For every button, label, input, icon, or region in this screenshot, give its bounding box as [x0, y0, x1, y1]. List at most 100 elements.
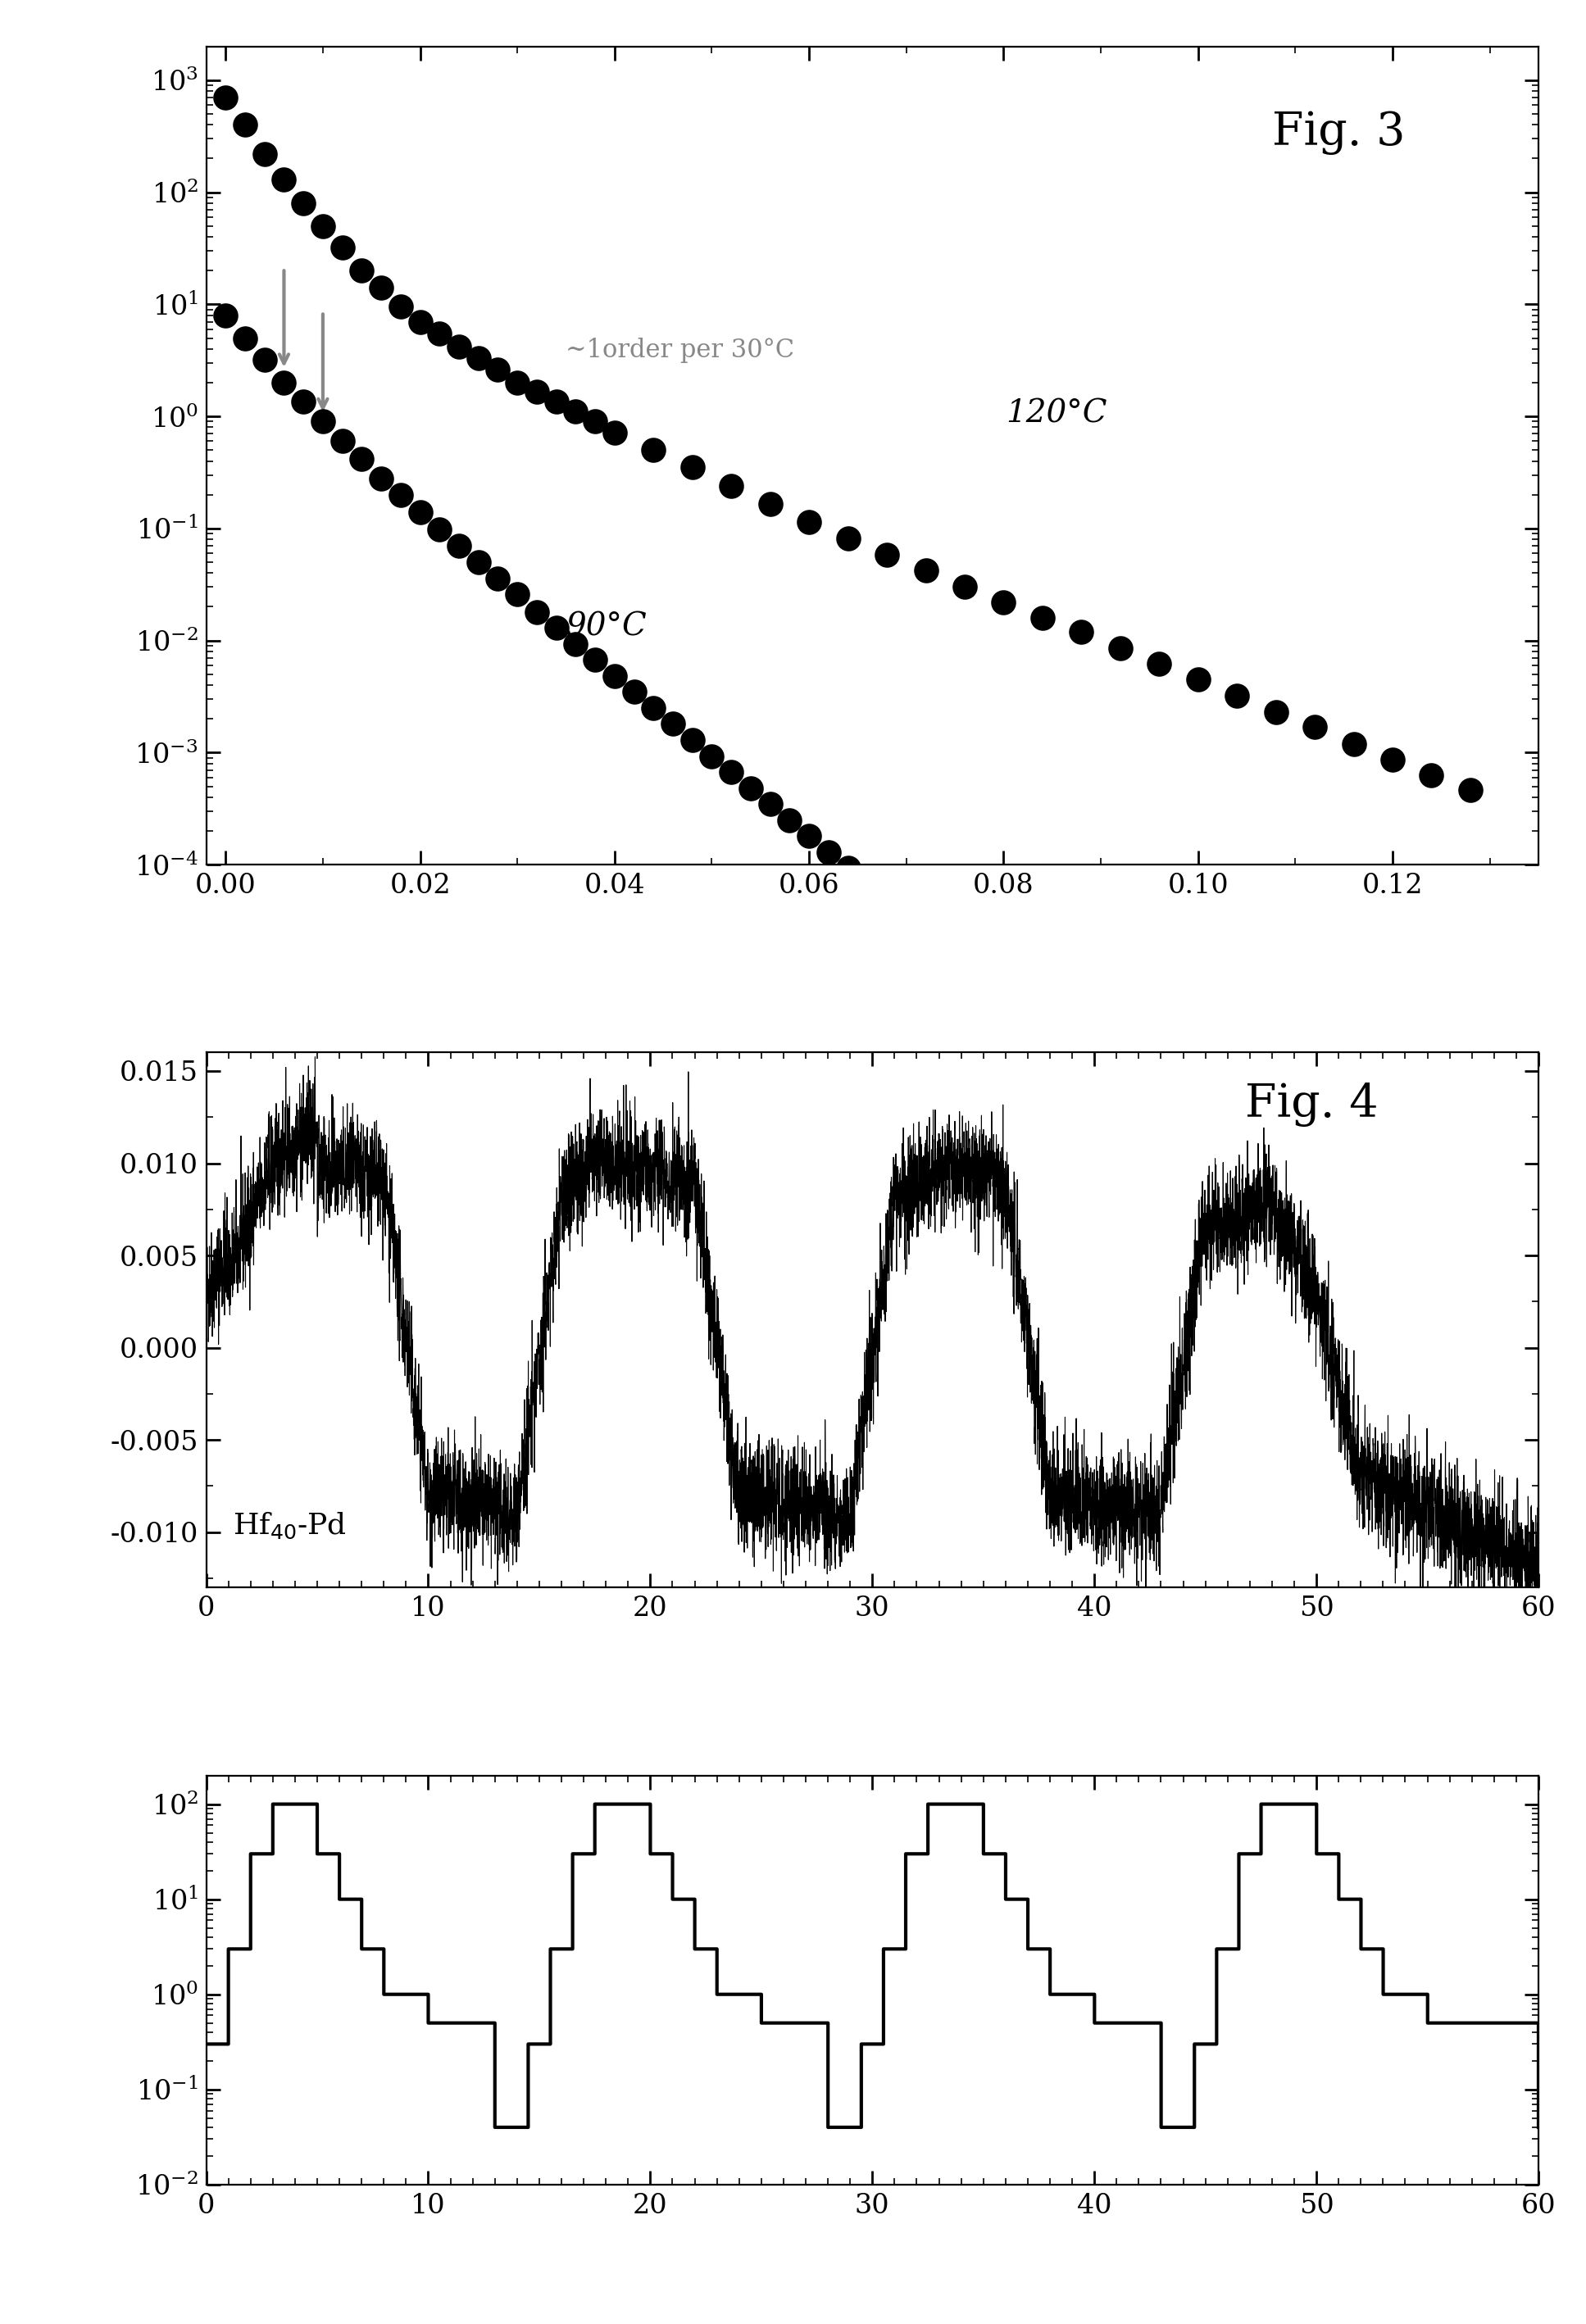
Point	[1224, 676, 1250, 713]
Point	[1262, 693, 1288, 730]
Point	[855, 865, 880, 902]
Point	[1302, 1229, 1327, 1267]
Point	[1166, 1118, 1191, 1155]
Point	[914, 913, 939, 951]
Point	[737, 769, 763, 806]
Point	[1107, 1069, 1132, 1106]
Point	[680, 449, 706, 486]
Point	[874, 537, 899, 574]
Point	[836, 848, 861, 885]
Text: Hf$_{40}$-Pd: Hf$_{40}$-Pd	[233, 1511, 347, 1541]
Point	[758, 486, 783, 523]
Point	[1458, 772, 1483, 809]
Point	[933, 927, 958, 964]
Point	[252, 135, 278, 172]
Point	[1029, 600, 1055, 637]
Point	[389, 476, 414, 514]
Point	[1262, 1197, 1288, 1234]
Point	[485, 351, 511, 388]
Point	[523, 374, 549, 411]
Point	[1147, 1102, 1172, 1139]
Point	[952, 944, 977, 981]
Point	[330, 423, 355, 460]
Point	[796, 502, 822, 539]
Point	[641, 690, 666, 727]
Point	[368, 270, 393, 307]
Point	[485, 560, 511, 597]
Point	[1107, 630, 1132, 667]
Point	[544, 383, 569, 421]
Point	[660, 706, 685, 744]
Point	[233, 318, 259, 356]
Point	[758, 786, 783, 823]
Point	[1243, 1183, 1269, 1220]
Point	[914, 553, 939, 590]
Point	[991, 583, 1017, 621]
Point	[349, 439, 374, 476]
Point	[563, 393, 588, 430]
Point	[466, 339, 492, 376]
Point	[874, 881, 899, 918]
Point	[290, 184, 316, 221]
Point	[252, 342, 278, 379]
Point	[991, 976, 1017, 1013]
Point	[1128, 1085, 1153, 1122]
Point	[603, 658, 628, 695]
Point	[641, 432, 666, 469]
Point	[777, 802, 803, 839]
Point	[213, 79, 238, 116]
Point	[1419, 755, 1445, 792]
Text: ~1order per 30°C: ~1order per 30°C	[566, 337, 795, 363]
Point	[271, 160, 297, 198]
Text: 120°C: 120°C	[1006, 400, 1107, 430]
Point	[389, 288, 414, 325]
Point	[504, 365, 530, 402]
Point	[311, 207, 336, 244]
Point	[349, 251, 374, 288]
Point	[1069, 1039, 1094, 1076]
Point	[972, 960, 998, 997]
Point	[233, 107, 259, 144]
Point	[1088, 1053, 1113, 1090]
Text: Fig. 3: Fig. 3	[1272, 109, 1405, 153]
Text: Fig. 4: Fig. 4	[1245, 1081, 1378, 1127]
Point	[446, 328, 471, 365]
Point	[544, 609, 569, 646]
Point	[213, 297, 238, 335]
Point	[1302, 709, 1327, 746]
Point	[718, 467, 744, 504]
Point	[408, 302, 433, 339]
Point	[427, 511, 452, 548]
Point	[952, 569, 977, 607]
Point	[523, 593, 549, 630]
Point	[699, 737, 725, 774]
Point	[1205, 1148, 1231, 1185]
Point	[1283, 1213, 1308, 1250]
Point	[603, 414, 628, 451]
Point	[504, 576, 530, 614]
Point	[622, 674, 647, 711]
Point	[271, 365, 297, 402]
Point	[680, 720, 706, 758]
Point	[1029, 1009, 1055, 1046]
Point	[836, 521, 861, 558]
Point	[1147, 646, 1172, 683]
Point	[796, 818, 822, 855]
Point	[427, 314, 452, 351]
Point	[466, 544, 492, 581]
Point	[1224, 1167, 1250, 1204]
Point	[893, 897, 918, 934]
Text: 90°C: 90°C	[566, 611, 647, 641]
Point	[1010, 992, 1036, 1030]
Point	[290, 383, 316, 421]
Point	[582, 402, 607, 439]
Point	[368, 460, 393, 497]
Point	[311, 402, 336, 439]
Point	[1050, 1023, 1075, 1060]
Point	[1069, 614, 1094, 651]
Point	[446, 528, 471, 565]
Point	[563, 625, 588, 662]
Point	[330, 230, 355, 267]
Point	[718, 753, 744, 790]
Point	[582, 641, 607, 679]
